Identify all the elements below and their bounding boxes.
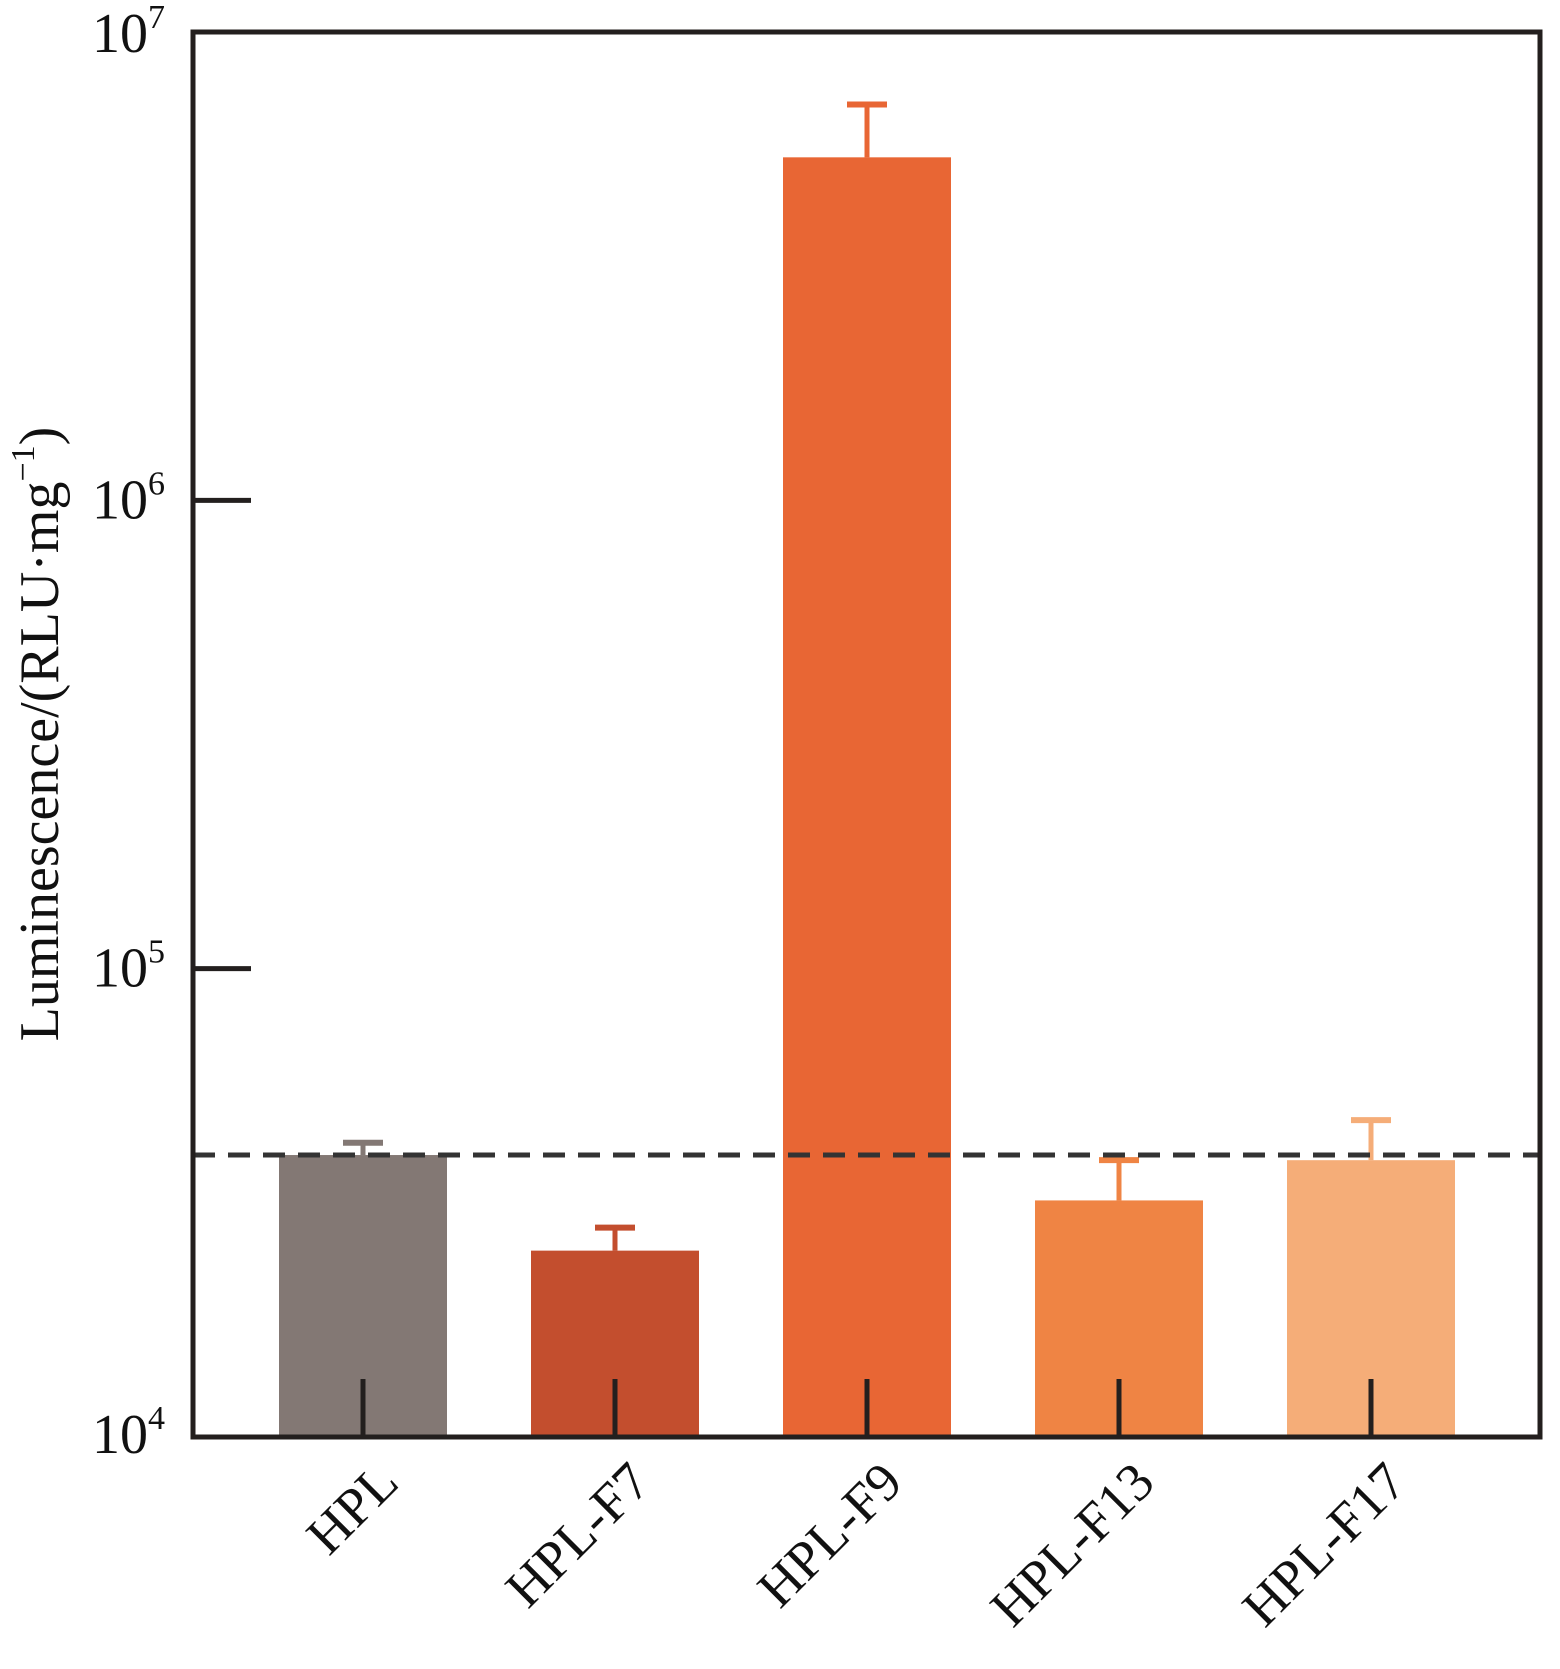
bars-layer [279,101,1455,1438]
y-tick-exponent-4: 4 [148,1400,165,1437]
y-tick-exponent-6: 6 [148,465,165,502]
bar-hpl-f9 [783,157,951,1438]
y-tick-base-4: 10 [92,1404,148,1466]
y-tick-exponent-7: 7 [148,0,165,36]
y-tick-label-4: 104 [92,1400,165,1466]
y-axis-title: Luminescence/(RLU·mg−1) [5,427,71,1042]
x-tick-label-hpl: HPL [295,1451,410,1566]
x-tick-label-hpl-f13: HPL-F13 [979,1451,1166,1638]
y-tick-base-6: 10 [92,469,148,531]
y-tick-exponent-5: 5 [148,934,165,971]
y-tick-label-5: 105 [92,934,165,1000]
x-tick-label-hpl-f17: HPL-F17 [1231,1451,1418,1638]
x-tick-label-hpl-f9: HPL-F9 [746,1451,914,1619]
y-tick-base-7: 10 [92,3,148,65]
y-axis-title-close: ) [9,427,71,446]
y-axis-title-superscript: −1 [5,445,42,481]
y-tick-base-5: 10 [92,938,148,1000]
y-axis-title-main: Luminescence/(RLU·mg [9,482,71,1042]
x-tick-label-hpl-f7: HPL-F7 [494,1451,662,1619]
y-tick-label-7: 107 [92,0,165,65]
y-tick-label-6: 106 [92,465,165,531]
